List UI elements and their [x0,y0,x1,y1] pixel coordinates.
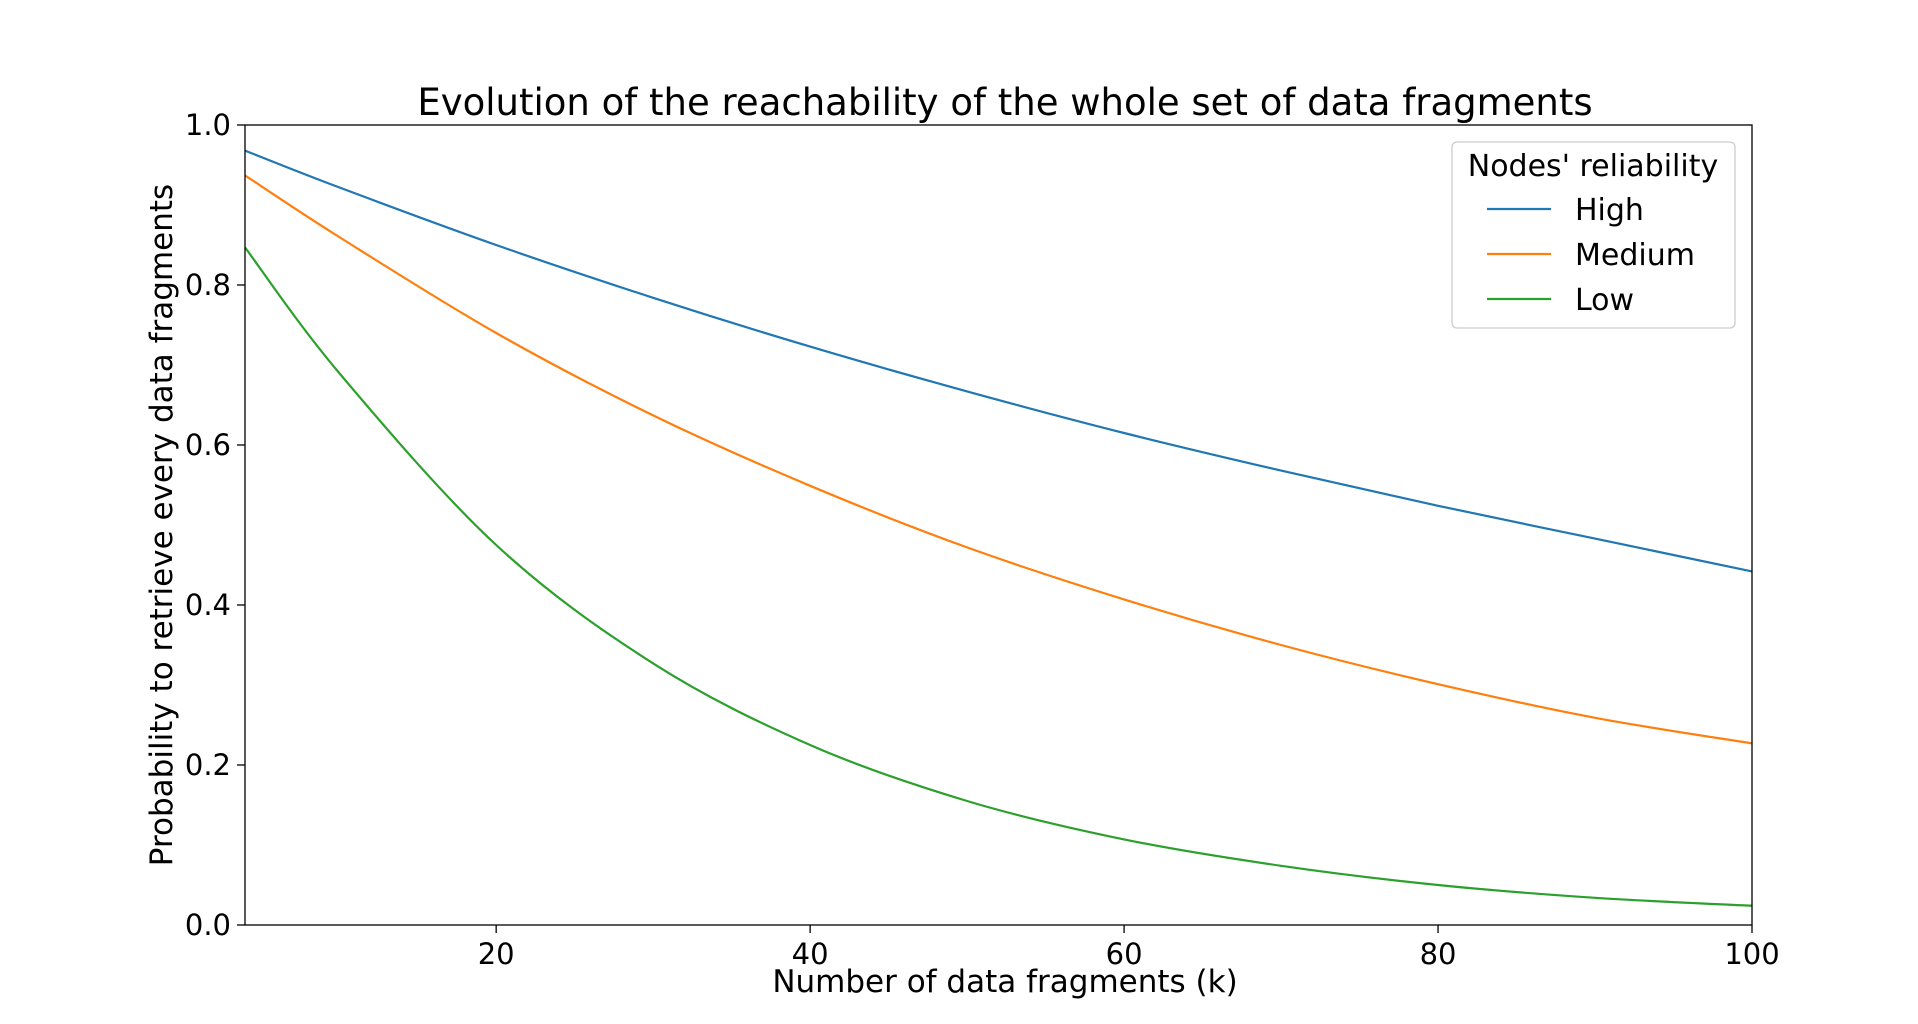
y-tick-label: 0.6 [185,428,231,462]
legend: Nodes' reliability High Medium Low [1451,141,1736,329]
legend-title: Nodes' reliability [1468,149,1718,184]
x-tick-label: 20 [478,937,515,971]
y-tick-label: 0.8 [185,268,231,302]
y-axis-label: Probability to retrieve every data fragm… [144,184,180,866]
x-tick-label: 40 [792,937,829,971]
series-line-medium [244,174,1753,745]
chart-title: Evolution of the reachability of the who… [417,81,1592,124]
legend-items: High Medium Low [1487,193,1695,318]
y-tick-label: 0.0 [185,908,231,942]
legend-label-low: Low [1575,283,1634,318]
y-tick-label: 1.0 [185,108,231,142]
x-axis-label: Number of data fragments (k) [772,964,1237,1000]
x-tick-label: 100 [1724,937,1779,971]
x-tick-label: 60 [1106,937,1143,971]
y-tick-label: 0.2 [185,748,231,782]
series-line-high [244,149,1753,573]
y-tick-label: 0.4 [185,588,231,622]
axis-ticks: 20 40 60 80 100 0.0 0.2 0.4 0.6 0.8 1.0 [185,108,1780,971]
x-tick-label: 80 [1420,937,1457,971]
legend-box [1451,141,1736,329]
legend-label-medium: Medium [1575,238,1695,273]
plot-area [244,149,1753,907]
plot-frame [244,124,1753,926]
legend-label-high: High [1575,193,1644,228]
series-line-low [244,246,1753,907]
